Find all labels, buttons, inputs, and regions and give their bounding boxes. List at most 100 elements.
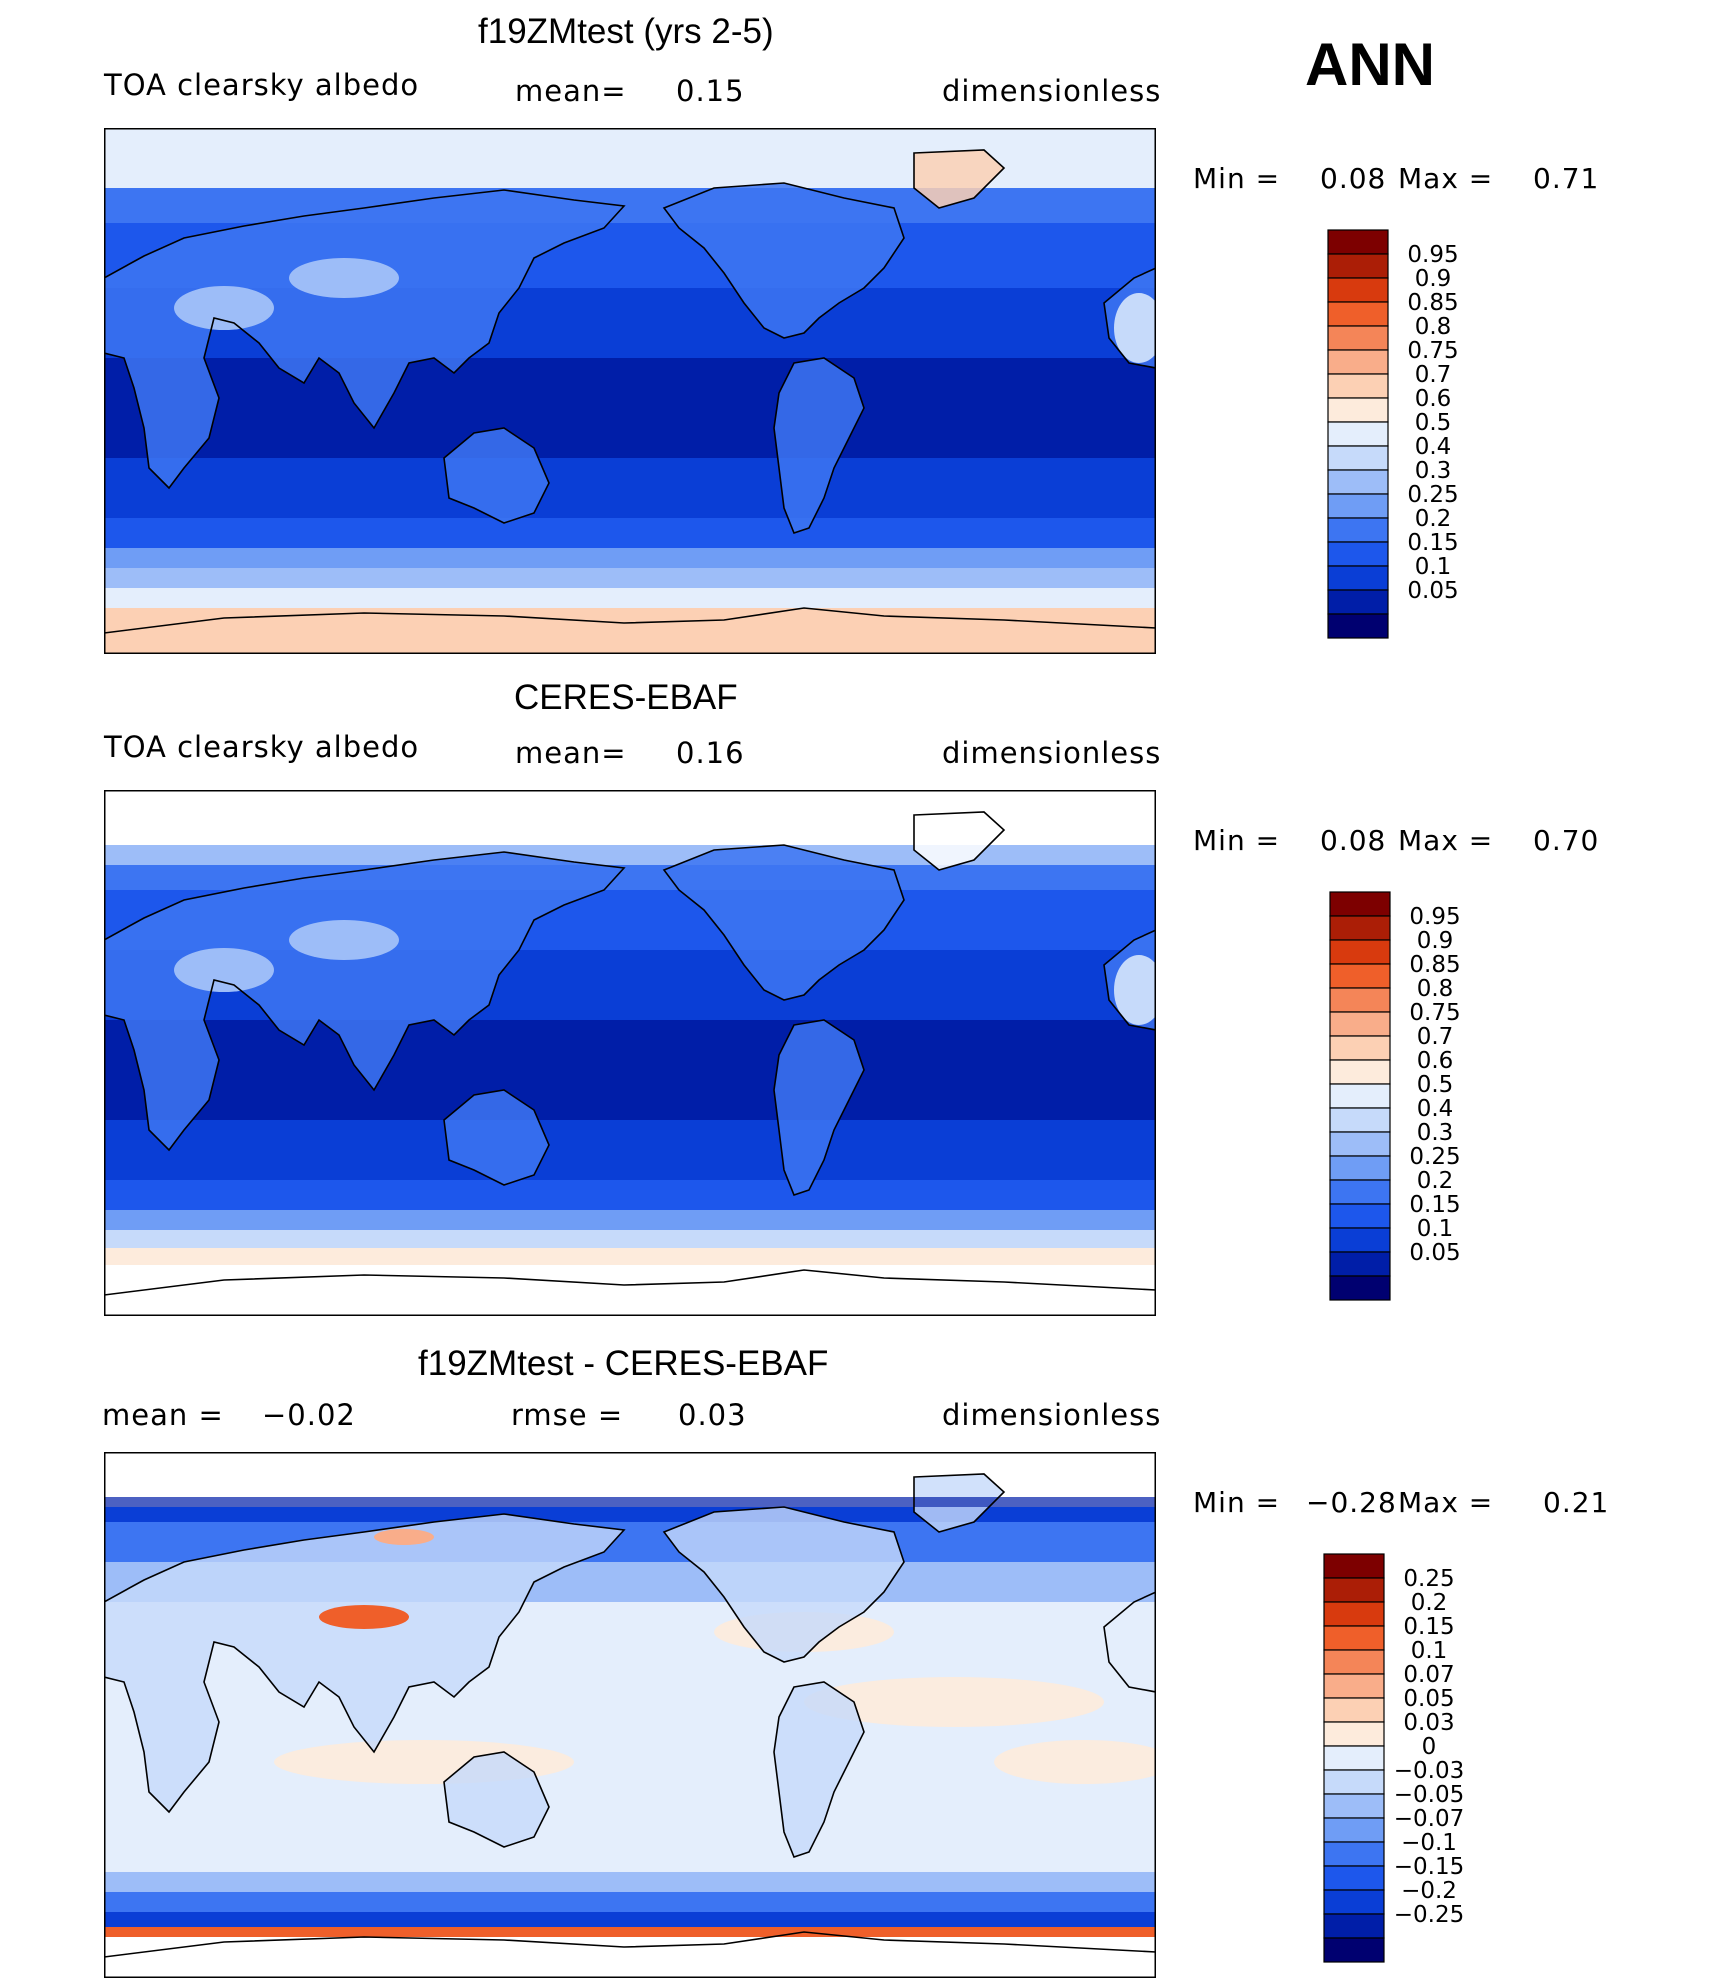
colorbar-tick-label: 0.25	[1407, 482, 1458, 508]
colorbar-tick-label: 0.4	[1417, 1096, 1454, 1122]
panel2-title: CERES-EBAF	[514, 678, 738, 717]
panel3-max-value: 0.21	[1543, 1486, 1610, 1519]
colorbar-tick-label: 0.3	[1415, 458, 1452, 484]
colorbar-box	[1327, 517, 1389, 543]
colorbar-box	[1329, 1179, 1391, 1205]
colorbar-tick-label: −0.2	[1401, 1878, 1457, 1904]
panel1-colorbar-boxes	[1327, 229, 1389, 639]
panel1-field	[104, 128, 1156, 654]
colorbar-tick-label: 0.05	[1407, 578, 1458, 604]
panel2-coastlines	[104, 811, 1156, 1316]
colorbar-box	[1329, 1155, 1391, 1181]
colorbar-tick-label: 0.95	[1407, 242, 1458, 268]
colorbar-box	[1323, 1769, 1385, 1795]
colorbar-tick-label: 0.9	[1415, 266, 1452, 292]
panel3-min-value: −0.28	[1306, 1486, 1397, 1519]
colorbar-box	[1323, 1937, 1385, 1963]
colorbar-box	[1323, 1841, 1385, 1867]
colorbar-box	[1329, 987, 1391, 1013]
colorbar-box	[1329, 1203, 1391, 1229]
panel1-units: dimensionless	[942, 74, 1162, 108]
colorbar-box	[1327, 277, 1389, 303]
panel2-colorbar-boxes	[1329, 891, 1391, 1301]
colorbar-box	[1329, 1035, 1391, 1061]
colorbar-tick-label: 0.6	[1417, 1048, 1454, 1074]
colorbar-box	[1329, 963, 1391, 989]
colorbar-tick-label: 0.2	[1411, 1590, 1448, 1616]
colorbar-tick-label: −0.07	[1394, 1806, 1464, 1832]
colorbar-tick-label: 0.03	[1403, 1710, 1454, 1736]
colorbar-tick-label: 0.1	[1415, 554, 1452, 580]
colorbar-box	[1327, 589, 1389, 615]
colorbar-tick-label: 0.95	[1409, 904, 1460, 930]
season-label: ANN	[1305, 31, 1435, 98]
colorbar-tick-label: −0.03	[1394, 1758, 1464, 1784]
colorbar-tick-label: 0.5	[1417, 1072, 1454, 1098]
colorbar-tick-label: 0.1	[1417, 1216, 1454, 1242]
colorbar-box	[1327, 493, 1389, 519]
panel2-frame	[104, 790, 1156, 1316]
panel2-colorbar-labels: 0.950.90.850.80.750.70.60.50.40.30.250.2…	[1409, 904, 1460, 1266]
panel1-coastlines	[104, 149, 1156, 654]
colorbar-box	[1323, 1649, 1385, 1675]
panel2-min-label: Min =	[1193, 824, 1281, 857]
colorbar-box	[1323, 1601, 1385, 1627]
colorbar-box	[1329, 1227, 1391, 1253]
colorbar-box	[1323, 1721, 1385, 1747]
colorbar-tick-label: −0.1	[1401, 1830, 1457, 1856]
panel1-colorbar-labels: 0.950.90.850.80.750.70.60.50.40.30.250.2…	[1407, 242, 1458, 604]
colorbar-tick-label: 0.2	[1415, 506, 1452, 532]
colorbar-box	[1329, 891, 1391, 917]
colorbar-tick-label: 0.3	[1417, 1120, 1454, 1146]
colorbar-tick-label: 0.1	[1411, 1638, 1448, 1664]
panel1-max-label: Max =	[1398, 162, 1494, 195]
colorbar-box	[1327, 397, 1389, 423]
panel3-rmse-value: 0.03	[678, 1398, 747, 1432]
colorbar-box	[1323, 1625, 1385, 1651]
colorbar-box	[1327, 565, 1389, 591]
panel2-mean-value: 0.16	[676, 736, 745, 770]
colorbar-box	[1327, 325, 1389, 351]
colorbar-tick-label: 0.8	[1415, 314, 1452, 340]
panel1-colorbar: 0.950.90.850.80.750.70.60.50.40.30.250.2…	[1327, 229, 1459, 639]
colorbar-box	[1329, 939, 1391, 965]
panel1-variable: TOA clearsky albedo	[104, 68, 420, 102]
colorbar-box	[1327, 445, 1389, 471]
colorbar-tick-label: −0.05	[1394, 1782, 1464, 1808]
panel3-colorbar: 0.250.20.150.10.070.050.030−0.03−0.05−0.…	[1323, 1553, 1464, 1963]
panel3-colorbar-labels: 0.250.20.150.10.070.050.030−0.03−0.05−0.…	[1394, 1566, 1464, 1928]
colorbar-box	[1327, 613, 1389, 639]
panel3-map	[104, 1452, 1156, 1978]
colorbar-box	[1323, 1817, 1385, 1843]
panel1-title: f19ZMtest (yrs 2-5)	[478, 12, 774, 51]
colorbar-tick-label: 0.75	[1407, 338, 1458, 364]
panel3-rmse-label: rmse =	[511, 1398, 624, 1432]
colorbar-box	[1327, 373, 1389, 399]
panel1-min-label: Min =	[1193, 162, 1281, 195]
colorbar-tick-label: 0.4	[1415, 434, 1452, 460]
colorbar-tick-label: 0.15	[1409, 1192, 1460, 1218]
colorbar-box	[1329, 1131, 1391, 1157]
colorbar-box	[1323, 1889, 1385, 1915]
colorbar-box	[1323, 1913, 1385, 1939]
panel2-colorbar: 0.950.90.850.80.750.70.60.50.40.30.250.2…	[1329, 891, 1461, 1301]
colorbar-tick-label: 0.6	[1415, 386, 1452, 412]
colorbar-tick-label: 0.85	[1407, 290, 1458, 316]
panel3-title: f19ZMtest - CERES-EBAF	[418, 1344, 829, 1383]
colorbar-tick-label: 0.7	[1417, 1024, 1454, 1050]
panel3-coastlines	[104, 1473, 1156, 1978]
colorbar-box	[1329, 1059, 1391, 1085]
colorbar-box	[1329, 1275, 1391, 1301]
colorbar-tick-label: 0.15	[1403, 1614, 1454, 1640]
panel3-min-label: Min =	[1193, 1486, 1281, 1519]
colorbar-tick-label: 0.07	[1403, 1662, 1454, 1688]
panel3-field	[104, 1452, 1156, 1978]
colorbar-box	[1329, 1083, 1391, 1109]
panel2-mean-label: mean=	[515, 736, 627, 770]
colorbar-tick-label: −0.25	[1394, 1902, 1464, 1928]
colorbar-tick-label: 0.05	[1403, 1686, 1454, 1712]
colorbar-tick-label: 0.75	[1409, 1000, 1460, 1026]
colorbar-tick-label: 0.25	[1409, 1144, 1460, 1170]
panel1-mean-value: 0.15	[676, 74, 745, 108]
colorbar-box	[1329, 1011, 1391, 1037]
